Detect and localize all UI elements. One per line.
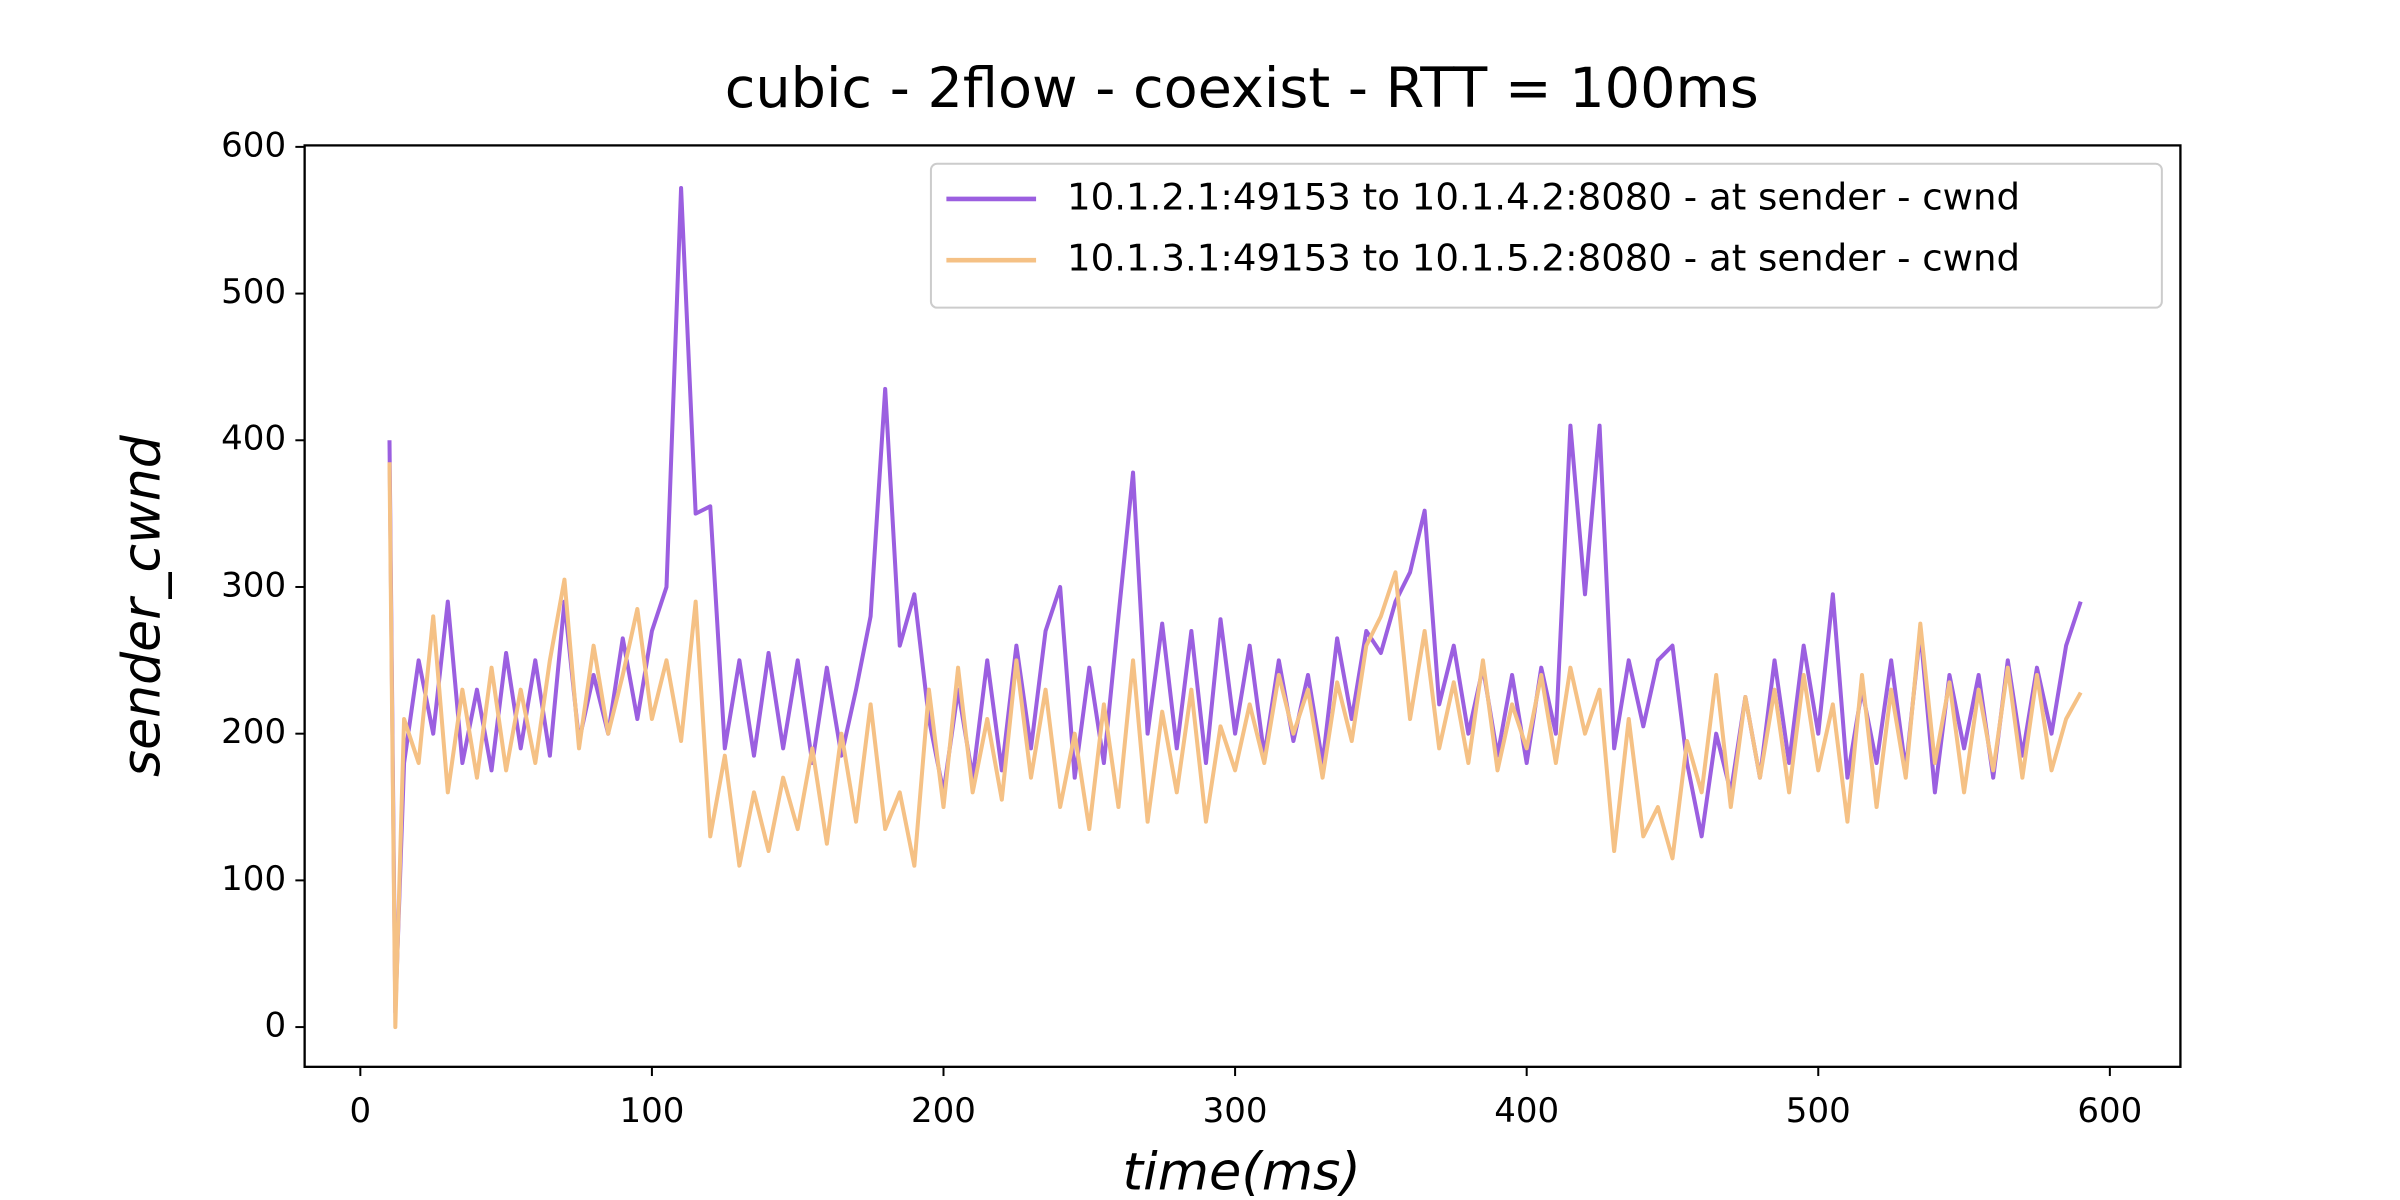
y-tick-label: 0 [264, 1006, 286, 1045]
y-tick-label: 500 [221, 272, 286, 311]
y-tick-label: 600 [221, 125, 286, 164]
x-axis-label: time(ms) [1123, 1142, 1361, 1200]
y-tick-label: 400 [221, 419, 286, 458]
legend-label: 10.1.2.1:49153 to 10.1.4.2:8080 - at sen… [1067, 176, 2020, 219]
x-tick-label: 200 [911, 1091, 976, 1130]
legend: 10.1.2.1:49153 to 10.1.4.2:8080 - at sen… [929, 162, 2163, 309]
legend-label: 10.1.3.1:49153 to 10.1.5.2:8080 - at sen… [1067, 237, 2020, 280]
plot-frame [303, 144, 2182, 1068]
y-tick-label: 300 [221, 566, 286, 605]
legend-box [929, 162, 2163, 309]
y-tick-label: 200 [221, 712, 286, 751]
chart-title: cubic - 2flow - coexist - RTT = 100ms [725, 57, 1759, 121]
y-axis-label: sender_cwnd [111, 434, 172, 776]
x-tick-label: 400 [1494, 1091, 1559, 1130]
x-tick-label: 600 [2077, 1091, 2142, 1130]
series-line [387, 462, 2083, 1030]
x-tick-label: 300 [1203, 1091, 1268, 1130]
x-tick-label: 0 [350, 1091, 372, 1130]
x-tick-label: 100 [619, 1091, 684, 1130]
series-line [387, 185, 2083, 1015]
x-tick-label: 500 [1786, 1091, 1851, 1130]
y-tick-label: 100 [221, 859, 286, 898]
